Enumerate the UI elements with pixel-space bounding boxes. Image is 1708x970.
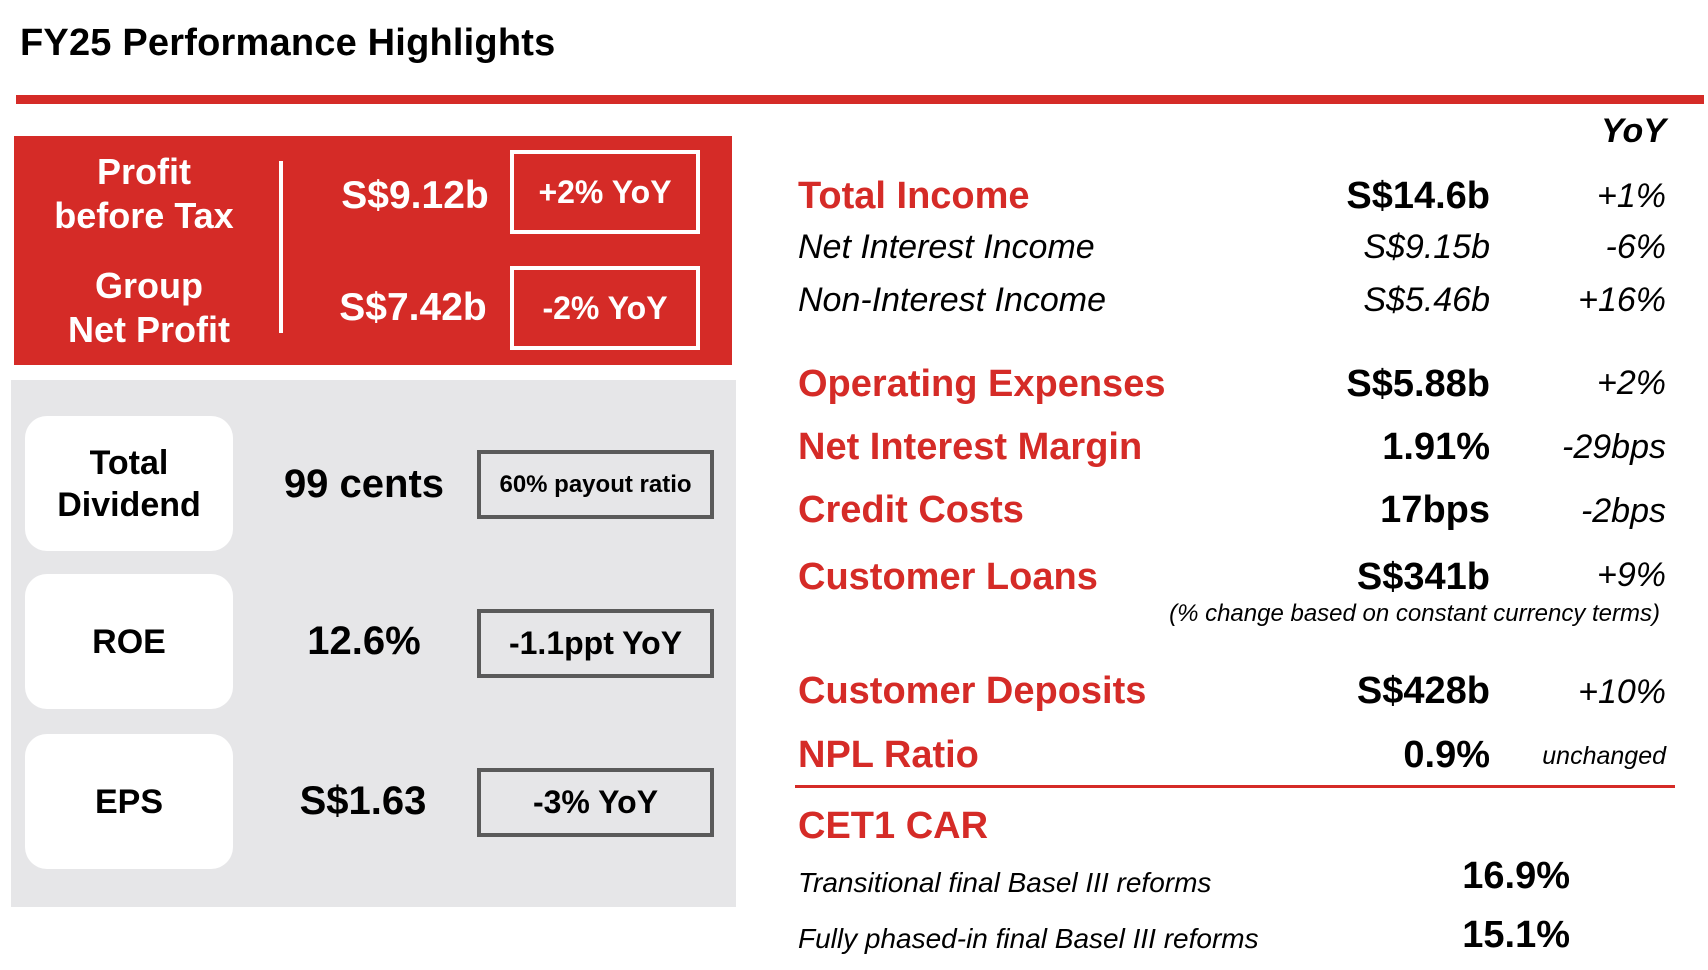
roe-change-badge: -1.1ppt YoY [477, 609, 714, 678]
customer-deposits-yoy: +10% [1578, 673, 1666, 711]
operating-expenses-yoy: +2% [1597, 364, 1666, 402]
roe-card: ROE [25, 574, 233, 709]
npl-ratio-yoy: unchanged [1542, 742, 1666, 770]
yoy-column-header: YoY [1601, 112, 1666, 150]
group-net-profit-label: Group Net Profit [68, 265, 230, 350]
profit-before-tax-label: Profit before Tax [54, 151, 234, 236]
net-interest-income-value: S$9.15b [1363, 228, 1490, 266]
total-income-yoy: +1% [1597, 177, 1666, 215]
transitional-basel-value: 16.9% [1462, 855, 1570, 897]
group-net-profit-change-badge: -2% YoY [510, 266, 700, 350]
customer-deposits-value: S$428b [1356, 670, 1490, 712]
profit-before-tax-change-badge: +2% YoY [510, 150, 700, 234]
panel-divider [279, 161, 283, 333]
operating-expenses-label: Operating Expenses [798, 363, 1166, 405]
total-dividend-card: Total Dividend [25, 416, 233, 551]
non-interest-income-value: S$5.46b [1363, 281, 1490, 319]
net-interest-margin-value: 1.91% [1382, 426, 1490, 468]
npl-ratio-label: NPL Ratio [798, 734, 979, 776]
cet1-car-label: CET1 CAR [798, 805, 989, 847]
eps-change-badge: -3% YoY [477, 768, 714, 837]
npl-ratio-value: 0.9% [1403, 734, 1490, 776]
eps-value: S$1.63 [299, 779, 427, 823]
total-income-label: Total Income [798, 175, 1030, 217]
net-interest-income-yoy: -6% [1605, 228, 1666, 266]
cet1-divider [795, 785, 1675, 788]
eps-card: EPS [25, 734, 233, 869]
credit-costs-value: 17bps [1380, 489, 1490, 531]
group-net-profit-value: S$7.42b [339, 286, 487, 329]
customer-loans-value: S$341b [1356, 556, 1490, 598]
total-dividend-value: 99 cents [283, 462, 445, 506]
fully-phased-basel-value: 15.1% [1462, 914, 1570, 956]
roe-value: 12.6% [307, 619, 421, 663]
title-divider [16, 95, 1704, 104]
page-title: FY25 Performance Highlights [20, 22, 556, 64]
profit-before-tax-value: S$9.12b [341, 174, 489, 217]
shareholder-returns-panel: Total Dividend 99 cents 60% payout ratio… [11, 380, 736, 907]
non-interest-income-label: Non-Interest Income [798, 281, 1107, 319]
payout-ratio-badge: 60% payout ratio [477, 450, 714, 519]
credit-costs-label: Credit Costs [798, 489, 1024, 531]
constant-currency-note: (% change based on constant currency ter… [1169, 600, 1660, 627]
fully-phased-basel-label: Fully phased-in final Basel III reforms [798, 923, 1259, 954]
profit-panel: Profit before Tax Group Net Profit S$9.1… [14, 136, 732, 365]
transitional-basel-label: Transitional final Basel III reforms [798, 867, 1212, 898]
net-interest-income-label: Net Interest Income [798, 228, 1095, 266]
net-interest-margin-label: Net Interest Margin [798, 426, 1143, 468]
net-interest-margin-yoy: -29bps [1562, 428, 1666, 466]
customer-deposits-label: Customer Deposits [798, 670, 1147, 712]
credit-costs-yoy: -2bps [1580, 492, 1666, 530]
total-income-value: S$14.6b [1346, 175, 1490, 217]
customer-loans-label: Customer Loans [798, 556, 1098, 598]
customer-loans-yoy: +9% [1597, 556, 1666, 594]
non-interest-income-yoy: +16% [1578, 281, 1666, 319]
operating-expenses-value: S$5.88b [1346, 363, 1490, 405]
